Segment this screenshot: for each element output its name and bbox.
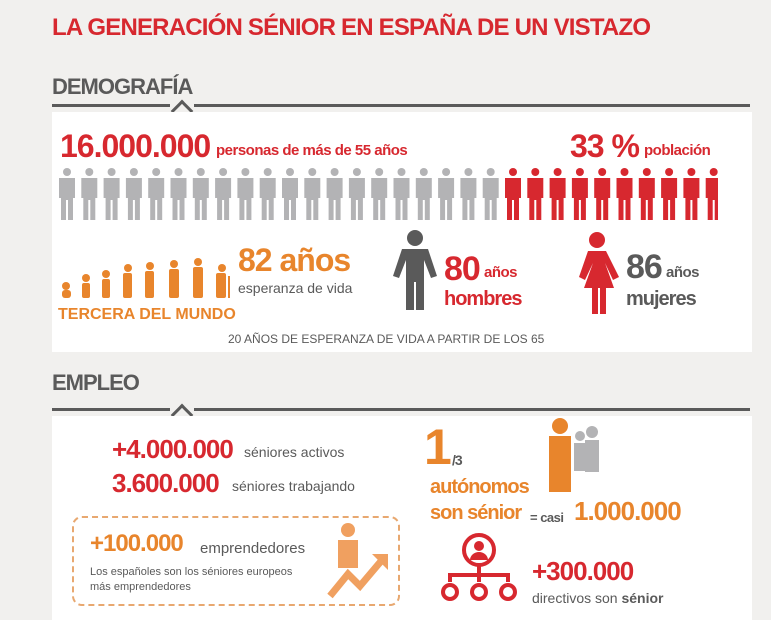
working-seniors-label: séniores trabajando [232,478,355,494]
working-seniors-value: 3.600.000 [112,468,220,498]
total-seniors-label: personas de más de 55 años [216,142,408,159]
person-icon [505,168,521,220]
executives-label-bold: sénior [621,590,664,606]
empleo-panel: +4.000.000 séniores activos 3.600.000 sé… [52,416,752,620]
men-label: hombres [444,288,522,310]
people-group-icon [549,418,599,492]
person-icon [683,168,700,220]
demografia-panel: 16.000.000 personas de más de 55 años 33… [52,112,752,352]
entrepreneurs-note: más emprendedores [90,581,191,593]
person-icon [571,168,588,220]
person-icon [81,168,98,220]
entrepreneurs-label: emprendedores [200,540,306,557]
almost-value: 1.000.000 [574,496,682,526]
person-icon [170,168,187,220]
person-icon [237,168,254,220]
almost-label: = casi [530,510,564,525]
divider [52,408,170,411]
person-icon [460,168,477,220]
growth-person-icon [327,523,388,599]
person-icon [549,168,566,220]
section-heading-demografia: DEMOGRAFÍA [52,74,193,99]
divider [194,408,750,411]
org-chart-icon [441,533,517,601]
person-icon [192,168,209,220]
population-percent-label: población [644,142,711,159]
page-title: LA GENERACIÓN SÉNIOR EN ESPAÑA DE UN VIS… [52,14,651,41]
person-icon [215,168,232,220]
total-seniors-value: 16.000.000 [60,128,211,164]
fraction-numerator: 1 [424,419,452,475]
person-icon [326,168,343,220]
person-icon [103,168,120,220]
footnote: 20 AÑOS DE ESPERANZA DE VIDA A PARTIR DE… [228,332,545,346]
population-percent-value: 33 % [570,128,640,164]
person-icon [304,168,321,220]
executives-label-text: directivos son [532,590,618,606]
section-heading-empleo: EMPLEO [52,370,140,395]
person-icon [259,168,276,220]
person-icon [415,168,432,220]
life-expectancy-label: esperanza de vida [238,280,353,296]
entrepreneurs-value: +100.000 [90,530,184,557]
women-life-expectancy-value: 86 [626,248,663,286]
executives-value: +300.000 [532,556,634,586]
man-icon [393,230,437,310]
population-pictogram [59,168,718,220]
person-icon [638,168,655,220]
woman-icon [579,232,619,314]
divider [52,104,170,107]
person-icon [616,168,633,220]
person-icon [125,168,142,220]
person-icon [527,168,544,220]
person-icon [705,168,718,220]
life-expectancy-value: 82 años [238,242,351,278]
person-icon [393,168,410,220]
men-life-expectancy-value: 80 [444,250,481,288]
person-icon [482,168,499,220]
women-unit: años [666,264,700,281]
person-icon [59,168,75,220]
self-employed-label: autónomos [430,476,530,498]
life-stages-icon [62,258,230,298]
person-icon [594,168,611,220]
person-icon [371,168,388,220]
world-rank: TERCERA DEL MUNDO [58,306,236,323]
person-icon [148,168,165,220]
divider [194,104,750,107]
self-employed-label: son sénior [430,502,522,524]
active-seniors-value: +4.000.000 [112,434,234,464]
entrepreneurs-note: Los españoles son los séniores europeos [90,566,293,578]
entrepreneurs-box: +100.000 emprendedores Los españoles son… [72,516,400,606]
executives-label: directivos son sénior [532,590,664,606]
person-icon [348,168,365,220]
men-unit: años [484,264,518,281]
active-seniors-label: séniores activos [244,444,345,460]
person-icon [661,168,678,220]
fraction-denominator: /3 [452,452,463,468]
women-label: mujeres [626,288,697,310]
person-icon [438,168,455,220]
person-icon [282,168,298,220]
